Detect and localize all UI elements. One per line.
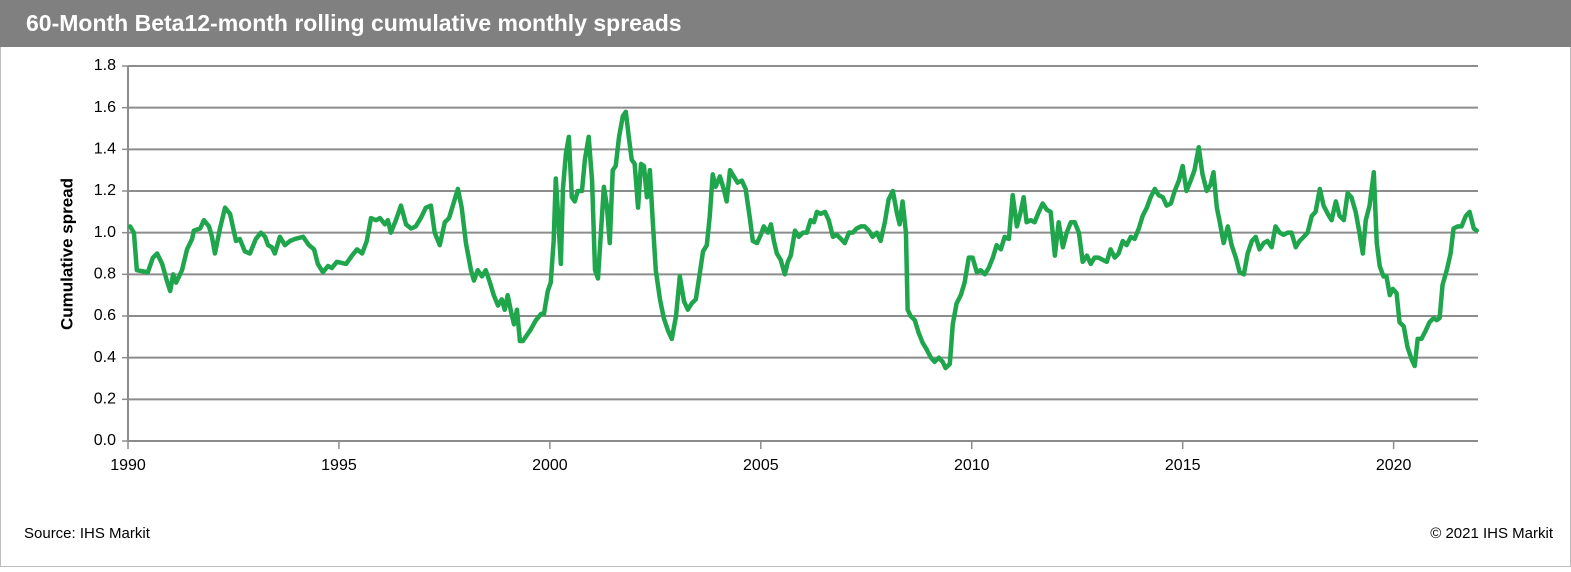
data-line bbox=[127, 109, 1479, 371]
y-tick-label: 1.6 bbox=[94, 99, 116, 116]
x-tick-label: 1995 bbox=[321, 457, 357, 474]
y-tick-label: 0.2 bbox=[94, 391, 116, 408]
y-axis-label: Cumulative spread bbox=[57, 178, 76, 330]
y-tick-label: 0.0 bbox=[94, 432, 116, 449]
y-tick-label: 0.8 bbox=[94, 266, 116, 283]
x-tick-label: 1990 bbox=[110, 457, 146, 474]
y-tick-label: 1.0 bbox=[94, 224, 116, 241]
chart-title: 60-Month Beta12-month rolling cumulative… bbox=[26, 10, 682, 36]
title-bar bbox=[0, 0, 1571, 47]
copyright: © 2021 IHS Markit bbox=[1430, 525, 1554, 542]
y-tick-label: 1.2 bbox=[94, 182, 116, 199]
source: Source: IHS Markit bbox=[24, 525, 151, 542]
x-tick-label: 2005 bbox=[743, 457, 779, 474]
x-tick-label: 2010 bbox=[954, 457, 990, 474]
y-tick-label: 0.6 bbox=[94, 307, 116, 324]
y-tick-label: 1.8 bbox=[94, 57, 116, 74]
x-tick-label: 2015 bbox=[1165, 457, 1201, 474]
x-tick-label: 2020 bbox=[1376, 457, 1412, 474]
y-tick-label: 0.4 bbox=[94, 349, 116, 366]
x-tick-label: 2000 bbox=[532, 457, 568, 474]
y-tick-label: 1.4 bbox=[94, 141, 116, 158]
